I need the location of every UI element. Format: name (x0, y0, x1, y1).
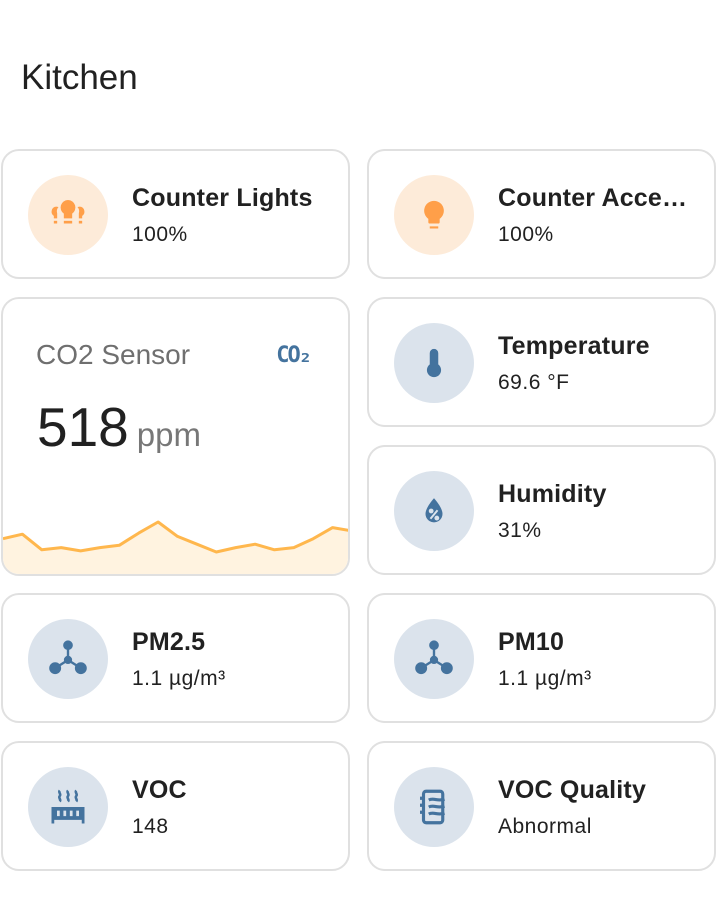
pm25-card[interactable]: PM2.5 1.1 µg/m³ (1, 593, 350, 723)
entity-state: 100% (132, 223, 188, 246)
thermometer-icon[interactable] (394, 323, 474, 403)
humidity-card[interactable]: Humidity 31% (367, 445, 716, 575)
section-title: Kitchen (21, 58, 138, 97)
entity-name: VOC (132, 776, 187, 804)
entity-state: 100% (498, 223, 554, 246)
entity-name: Temperature (498, 332, 650, 360)
entity-state: 1.1 µg/m³ (132, 667, 226, 690)
entity-name: PM2.5 (132, 628, 206, 656)
co2-history-graph (3, 520, 348, 574)
co2-value: 518 ppm (37, 395, 201, 459)
entity-name: Counter Accent Lights (498, 184, 693, 212)
entity-state: 148 (132, 815, 169, 838)
voc-quality-card[interactable]: VOC Quality Abnormal (367, 741, 716, 871)
co2-sensor-card[interactable]: CO2 Sensor CO₂ 518 ppm (1, 297, 350, 576)
pm10-card[interactable]: PM10 1.1 µg/m³ (367, 593, 716, 723)
entity-state: 1.1 µg/m³ (498, 667, 592, 690)
radiator-icon[interactable] (28, 767, 108, 847)
co2-sensor-name: CO2 Sensor (36, 339, 191, 370)
molecule-co2-icon: CO₂ (276, 343, 312, 368)
voc-card[interactable]: VOC 148 (1, 741, 350, 871)
entity-name: Counter Lights (132, 184, 313, 212)
temperature-card[interactable]: Temperature 69.6 °F (367, 297, 716, 427)
lightbulb-group-icon[interactable] (28, 175, 108, 255)
co2-history-fill (3, 522, 348, 574)
air-filter-icon[interactable] (394, 767, 474, 847)
molecule-icon[interactable] (28, 619, 108, 699)
water-percent-icon[interactable] (394, 471, 474, 551)
entity-name: VOC Quality (498, 776, 647, 804)
co2-unit: ppm (136, 416, 201, 453)
entity-state: Abnormal (498, 815, 592, 838)
entity-name: PM10 (498, 628, 565, 656)
entity-state: 69.6 °F (498, 371, 570, 394)
entity-name: Humidity (498, 480, 607, 508)
co2-value-number: 518 (37, 396, 129, 458)
co2-history-line (3, 520, 348, 554)
counter-accent-lights-card[interactable]: Counter Accent Lights 100% (367, 149, 716, 279)
lightbulb-icon[interactable] (394, 175, 474, 255)
counter-lights-card[interactable]: Counter Lights 100% (1, 149, 350, 279)
entity-state: 31% (498, 519, 542, 542)
molecule-icon[interactable] (394, 619, 474, 699)
